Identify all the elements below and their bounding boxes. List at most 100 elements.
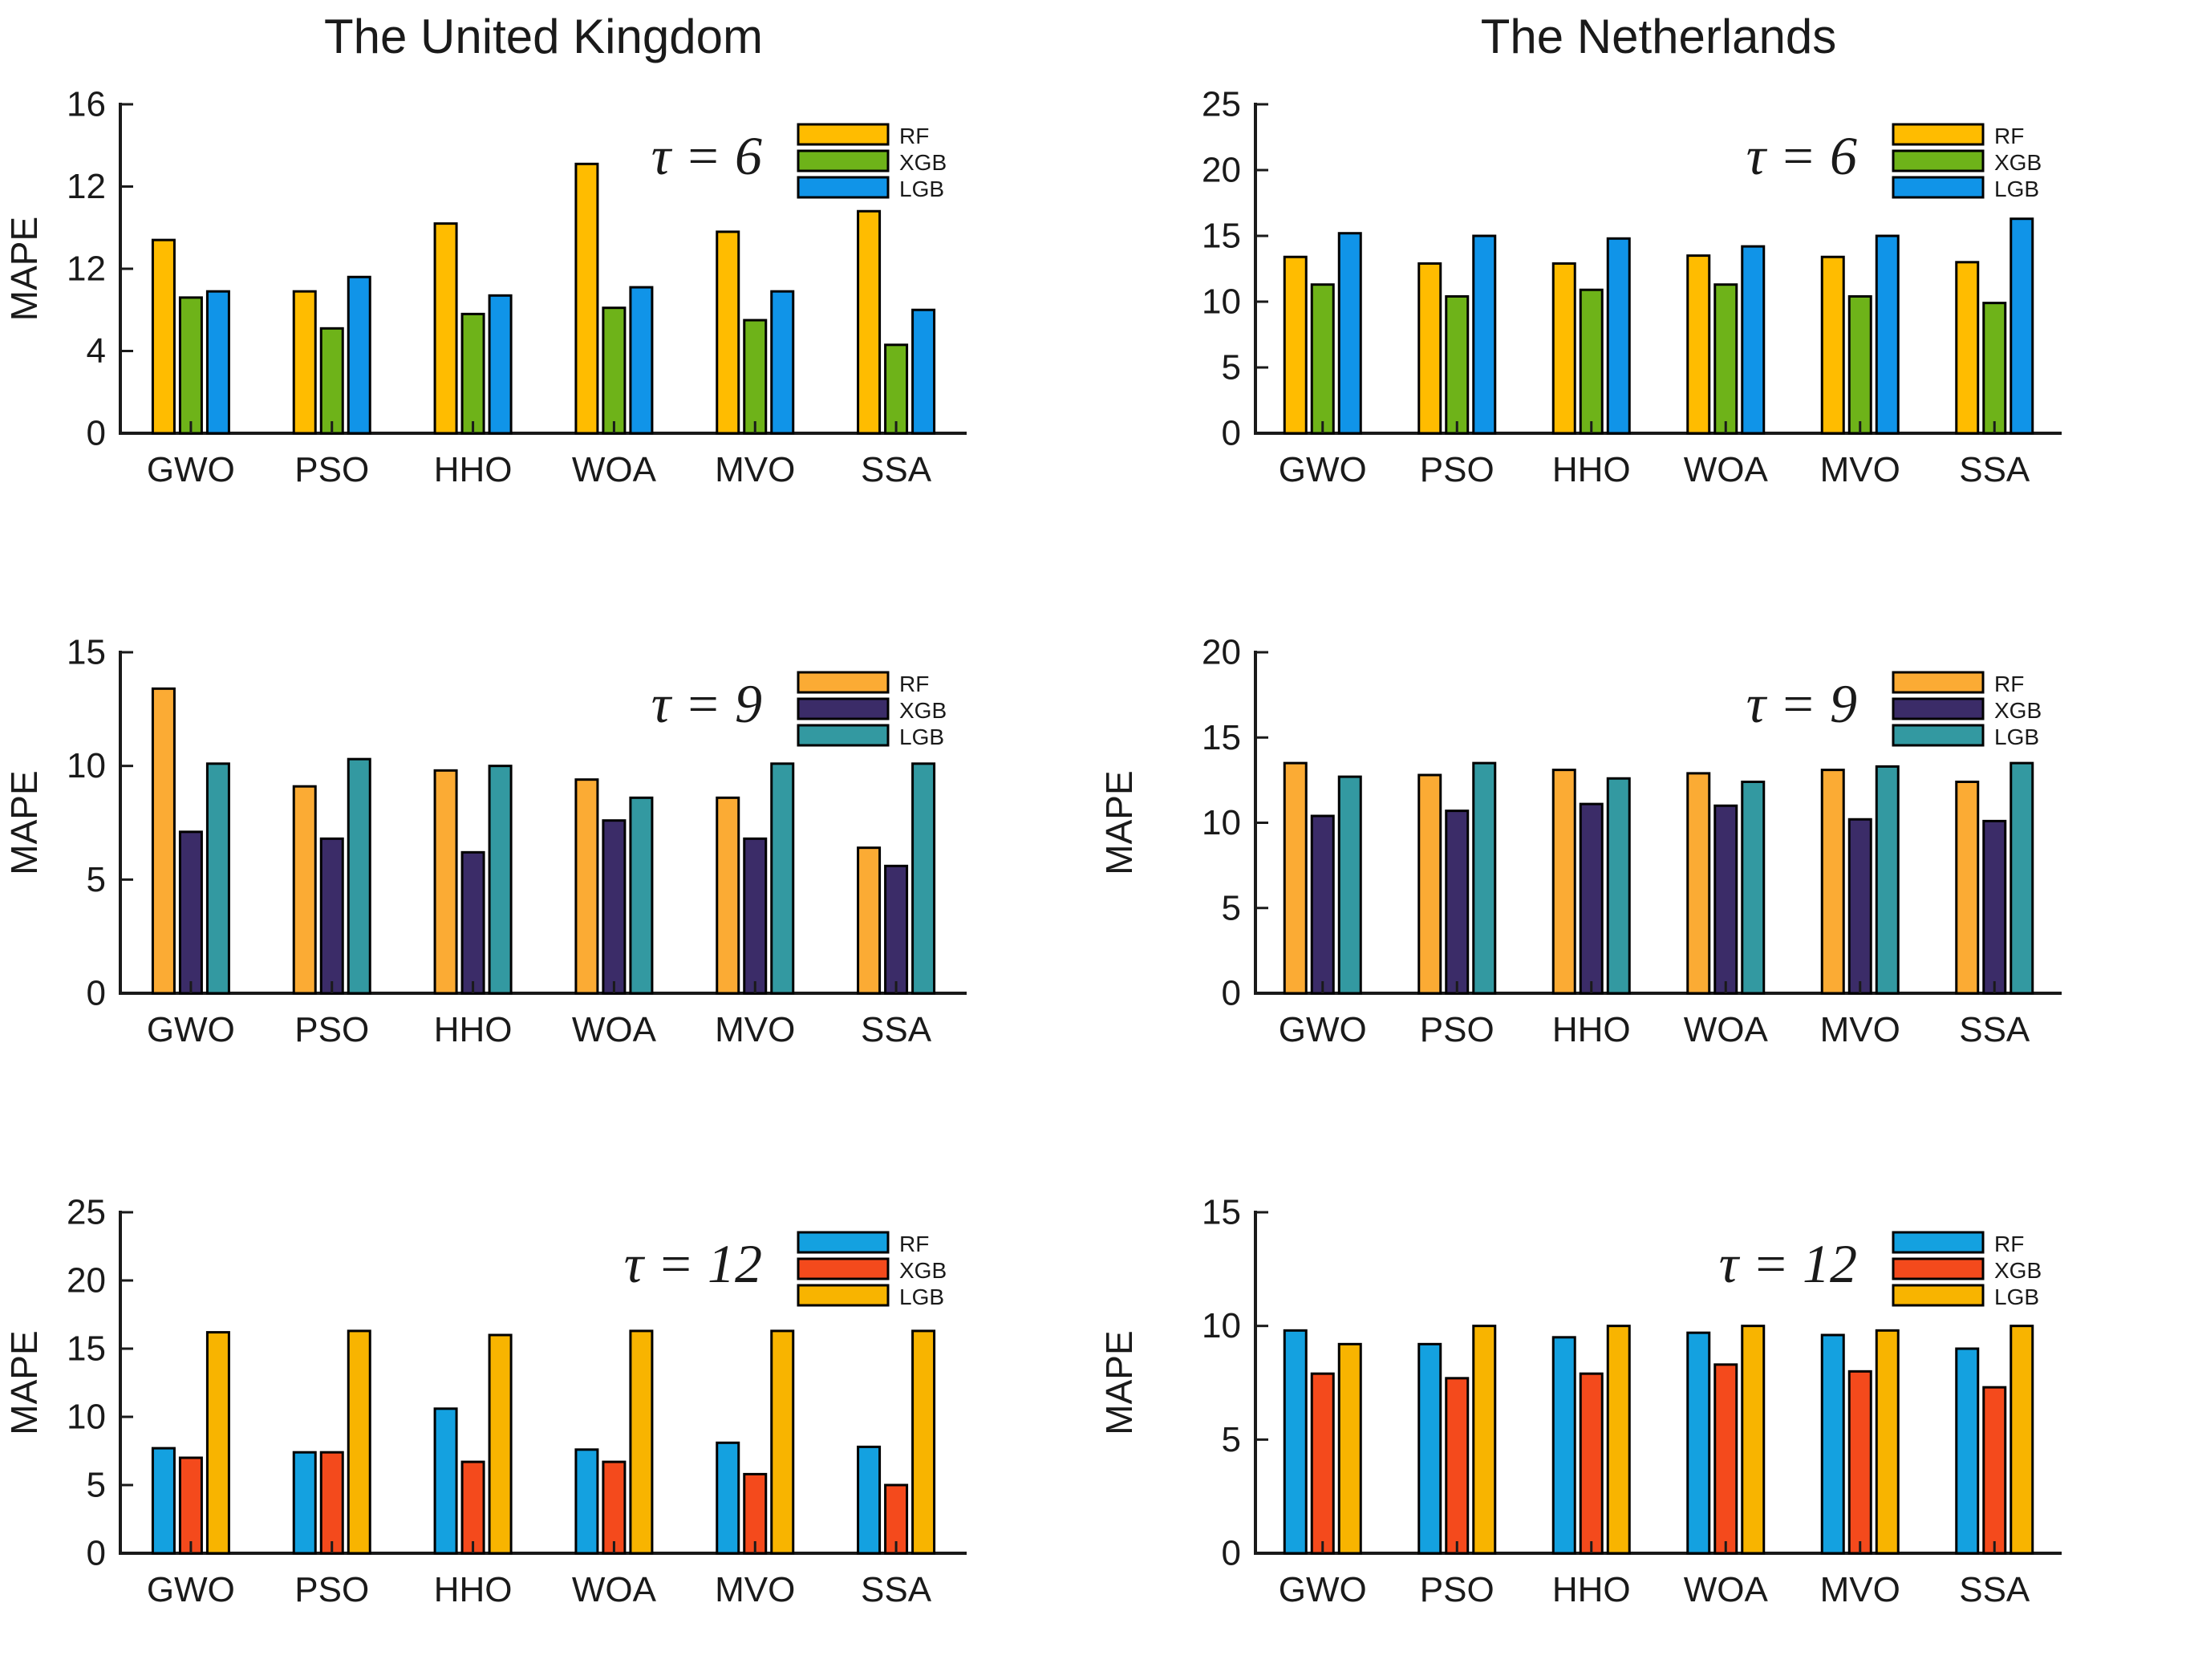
y-tick-label: 5 <box>1222 888 1241 927</box>
y-tick-label: 0 <box>87 1534 106 1573</box>
chart-svg-nl-tau-6: The Netherlands 0 5 10 15 20 25 GWO PSO HHO WOA MVO… <box>1202 10 2062 489</box>
bar-LGB-MVO <box>770 290 795 435</box>
legend-label-LGB: LGB <box>899 1284 944 1309</box>
y-tick-label: 5 <box>87 860 106 899</box>
legend-swatch-RF <box>797 1231 890 1254</box>
bar-RF-MVO <box>716 796 740 995</box>
x-category-label-HHO: HHO <box>434 450 513 489</box>
bar-RF-GWO <box>1283 255 1308 435</box>
bar-LGB-GWO <box>1337 775 1362 995</box>
bar-XGB-HHO <box>460 312 485 435</box>
bar-LGB-PSO <box>347 1329 371 1555</box>
bar-RF-GWO <box>151 687 176 995</box>
bar-XGB-WOA <box>602 819 627 995</box>
x-category-label-GWO: GWO <box>1279 450 1367 489</box>
y-tick-label: 10 <box>67 1398 106 1437</box>
bar-XGB-WOA <box>602 306 627 435</box>
bar-LGB-WOA <box>629 1329 654 1555</box>
chart-uk-tau-6: The United Kingdom MAPE 0 4 12 12 16 GWO PSO HHO W… <box>0 0 1095 560</box>
bar-RF-PSO <box>292 785 317 995</box>
bar-RF-WOA <box>574 1448 599 1555</box>
bar-RF-WOA <box>574 778 599 995</box>
x-category-label-HHO: HHO <box>434 1570 513 1609</box>
bar-LGB-HHO <box>1606 237 1631 435</box>
legend-swatch-RF <box>1892 671 1985 694</box>
bar-LGB-HHO <box>488 765 513 995</box>
bar-XGB-HHO <box>1579 802 1604 995</box>
x-category-label-GWO: GWO <box>1279 1010 1367 1049</box>
y-axis-label: MAPE <box>1098 1330 1140 1434</box>
bar-XGB-SSA <box>1982 819 2007 995</box>
bar-LGB-HHO <box>1606 1325 1631 1555</box>
chart-nl-tau-12: MAPE 0 5 10 15 GWO PSO HHO WOA MVO SSA RF XGB LGB τ = … <box>1095 1120 2190 1680</box>
bar-LGB-MVO <box>1875 234 1900 435</box>
y-tick-label: 5 <box>87 1466 106 1505</box>
bar-LGB-PSO <box>1472 234 1497 435</box>
bar-XGB-WOA <box>1713 283 1738 435</box>
chart-uk-tau-12: MAPE 0 5 10 15 20 25 GWO PSO HHO WOA MVO SSA RF XGB LGB… <box>0 1120 1095 1680</box>
bar-LGB-SSA <box>911 762 936 995</box>
y-tick-label: 15 <box>1202 217 1241 256</box>
bar-XGB-HHO <box>1579 1372 1604 1555</box>
bar-LGB-HHO <box>488 1333 513 1555</box>
legend-label-LGB: LGB <box>1994 724 2039 749</box>
bar-XGB-SSA <box>1982 302 2007 435</box>
legend-swatch-XGB <box>797 697 890 720</box>
y-tick-label: 4 <box>87 331 106 371</box>
x-category-label-SSA: SSA <box>861 450 932 489</box>
y-tick-label: 0 <box>87 974 106 1013</box>
legend-label-RF: RF <box>1994 124 2024 148</box>
legend-swatch-LGB <box>797 1284 890 1307</box>
x-category-label-SSA: SSA <box>1959 1010 2030 1049</box>
bar-XGB-SSA <box>1982 1386 2007 1555</box>
y-tick-label: 0 <box>1222 974 1241 1013</box>
bar-XGB-PSO <box>319 327 344 435</box>
x-category-label-WOA: WOA <box>572 1010 657 1049</box>
legend-swatch-LGB <box>797 176 890 199</box>
y-tick-label: 10 <box>1202 282 1241 322</box>
legend-swatch-LGB <box>1892 176 1985 199</box>
bar-RF-SSA <box>1955 781 1980 995</box>
bar-RF-MVO <box>1820 769 1845 995</box>
legend-label-LGB: LGB <box>1994 177 2039 201</box>
bar-RF-PSO <box>1417 1342 1442 1555</box>
legend-label-RF: RF <box>1994 672 2024 696</box>
x-category-label-HHO: HHO <box>1552 1010 1631 1049</box>
bar-LGB-GWO <box>1337 1342 1362 1555</box>
y-axis-label: MAPE <box>3 217 45 321</box>
legend-label-RF: RF <box>1994 1232 2024 1256</box>
y-tick-label: 10 <box>67 746 106 785</box>
y-tick-label: 12 <box>67 250 106 289</box>
bar-LGB-PSO <box>347 757 371 995</box>
bar-RF-HHO <box>1551 262 1576 435</box>
bar-LGB-GWO <box>205 762 230 995</box>
y-tick-label: 5 <box>1222 1420 1241 1459</box>
bar-RF-SSA <box>857 846 882 995</box>
bar-XGB-WOA <box>602 1460 627 1555</box>
x-category-label-PSO: PSO <box>294 1570 369 1609</box>
bar-LGB-PSO <box>1472 1325 1497 1555</box>
bar-XGB-HHO <box>460 1460 485 1555</box>
bar-XGB-SSA <box>884 864 909 995</box>
x-category-label-MVO: MVO <box>715 450 795 489</box>
x-category-label-PSO: PSO <box>294 1010 369 1049</box>
bar-XGB-WOA <box>1713 1363 1738 1555</box>
bar-XGB-MVO <box>1847 818 1872 995</box>
x-category-label-WOA: WOA <box>1684 450 1769 489</box>
bar-LGB-HHO <box>1606 777 1631 995</box>
bar-XGB-GWO <box>178 830 203 995</box>
legend-label-RF: RF <box>899 124 929 148</box>
bar-RF-SSA <box>857 1445 882 1555</box>
bar-RF-MVO <box>1820 255 1845 435</box>
legend-swatch-RF <box>1892 123 1985 146</box>
bar-XGB-GWO <box>178 296 203 435</box>
bar-LGB-SSA <box>2010 217 2034 435</box>
x-category-label-MVO: MVO <box>1820 1010 1900 1049</box>
tau-annotation: τ = 6 <box>1746 125 1857 186</box>
x-category-label-PSO: PSO <box>1420 450 1494 489</box>
bar-LGB-PSO <box>1472 761 1497 995</box>
bar-LGB-SSA <box>911 308 936 435</box>
